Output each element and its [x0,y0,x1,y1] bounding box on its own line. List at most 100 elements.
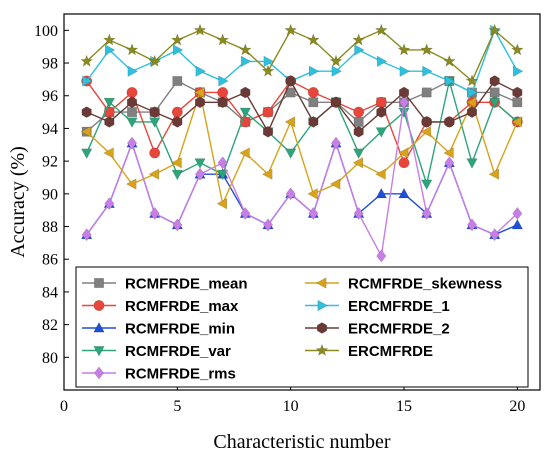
y-tick-label: 90 [42,186,58,203]
data-point [102,33,116,46]
data-point [399,95,409,109]
legend-label: ERCMFRDE_1 [348,298,450,315]
data-point [262,125,274,138]
data-point [329,178,341,190]
x-tick-label: 0 [60,398,68,415]
data-point [467,218,477,232]
data-point [308,206,319,220]
data-point [375,168,386,180]
data-point [511,218,523,230]
data-point [104,197,115,211]
data-point [421,87,432,98]
data-point [444,156,455,170]
data-point [489,87,500,98]
data-point [239,147,250,159]
data-point [442,54,456,67]
series-rcmfrde-var [81,76,523,191]
data-point [193,23,207,36]
data-point [512,86,523,99]
data-point [467,86,479,99]
x-axis-label: Characteristic number [213,431,390,453]
data-point [127,107,137,118]
data-point [217,86,229,98]
data-point [104,116,115,128]
legend-item: ERCMFRDE_2 [305,321,450,338]
data-point [82,75,93,87]
legend-marker [315,277,327,289]
data-point [421,179,433,191]
data-point [193,86,205,99]
legend-item: RCMFRDE_min [82,321,235,338]
data-point [195,167,205,181]
data-point [285,148,297,159]
data-point [263,218,273,232]
data-point [375,187,387,199]
data-point [466,158,478,169]
data-point [148,54,162,67]
data-point [352,33,366,46]
data-point [443,147,454,159]
data-point [489,228,500,242]
y-tick-label: 92 [42,154,58,171]
data-point [103,97,115,109]
data-point [422,65,433,77]
legend-marker [94,278,104,288]
data-point [285,187,296,201]
data-point [489,75,500,87]
data-point [285,75,296,87]
data-point [308,65,320,77]
data-point [376,106,387,118]
data-point [149,117,161,128]
legend-marker [93,300,105,311]
data-point [172,44,184,56]
data-point [216,33,230,46]
data-point [148,168,160,180]
legend-label: RCMFRDE_rms [125,366,236,383]
data-point [421,206,432,220]
data-point [466,106,478,118]
data-point [444,116,455,128]
data-point [103,147,114,159]
data-point [398,157,410,169]
data-point [262,106,274,118]
y-tick-label: 96 [42,88,58,105]
data-point [465,96,477,108]
data-point [240,86,251,99]
legend-box [75,266,529,388]
x-tick-label: 5 [173,398,181,415]
data-point [170,33,184,46]
data-point [127,136,137,150]
data-point [512,97,523,108]
data-point [104,44,116,56]
series-ercmfrde-2 [81,75,523,138]
data-point [195,65,207,77]
data-point [284,116,296,128]
data-point [81,106,92,118]
series-line [86,102,518,259]
data-point [331,136,341,150]
data-point [263,55,275,68]
y-tick-label: 94 [42,121,58,138]
data-point [353,106,365,118]
data-point [80,126,92,138]
data-point [512,65,524,77]
data-point [216,197,228,210]
axis-ticks: 0 5 10 15 20 80 82 84 86 88 90 92 94 96 98 100 [34,23,525,415]
data-point [194,158,206,169]
data-point [353,125,364,138]
data-point [261,64,275,77]
data-point [397,43,411,56]
data-point [352,157,364,169]
data-point [376,249,387,263]
plot-frame [63,13,541,391]
y-axis-label: Accuracy (%) [7,146,29,258]
data-point [194,96,206,109]
data-point [149,106,160,118]
data-point [376,55,388,68]
data-point [284,23,298,36]
legend-item: RCMFRDE_skewness [305,276,502,293]
data-point [375,96,387,108]
data-point [306,33,320,46]
data-point [510,43,524,56]
